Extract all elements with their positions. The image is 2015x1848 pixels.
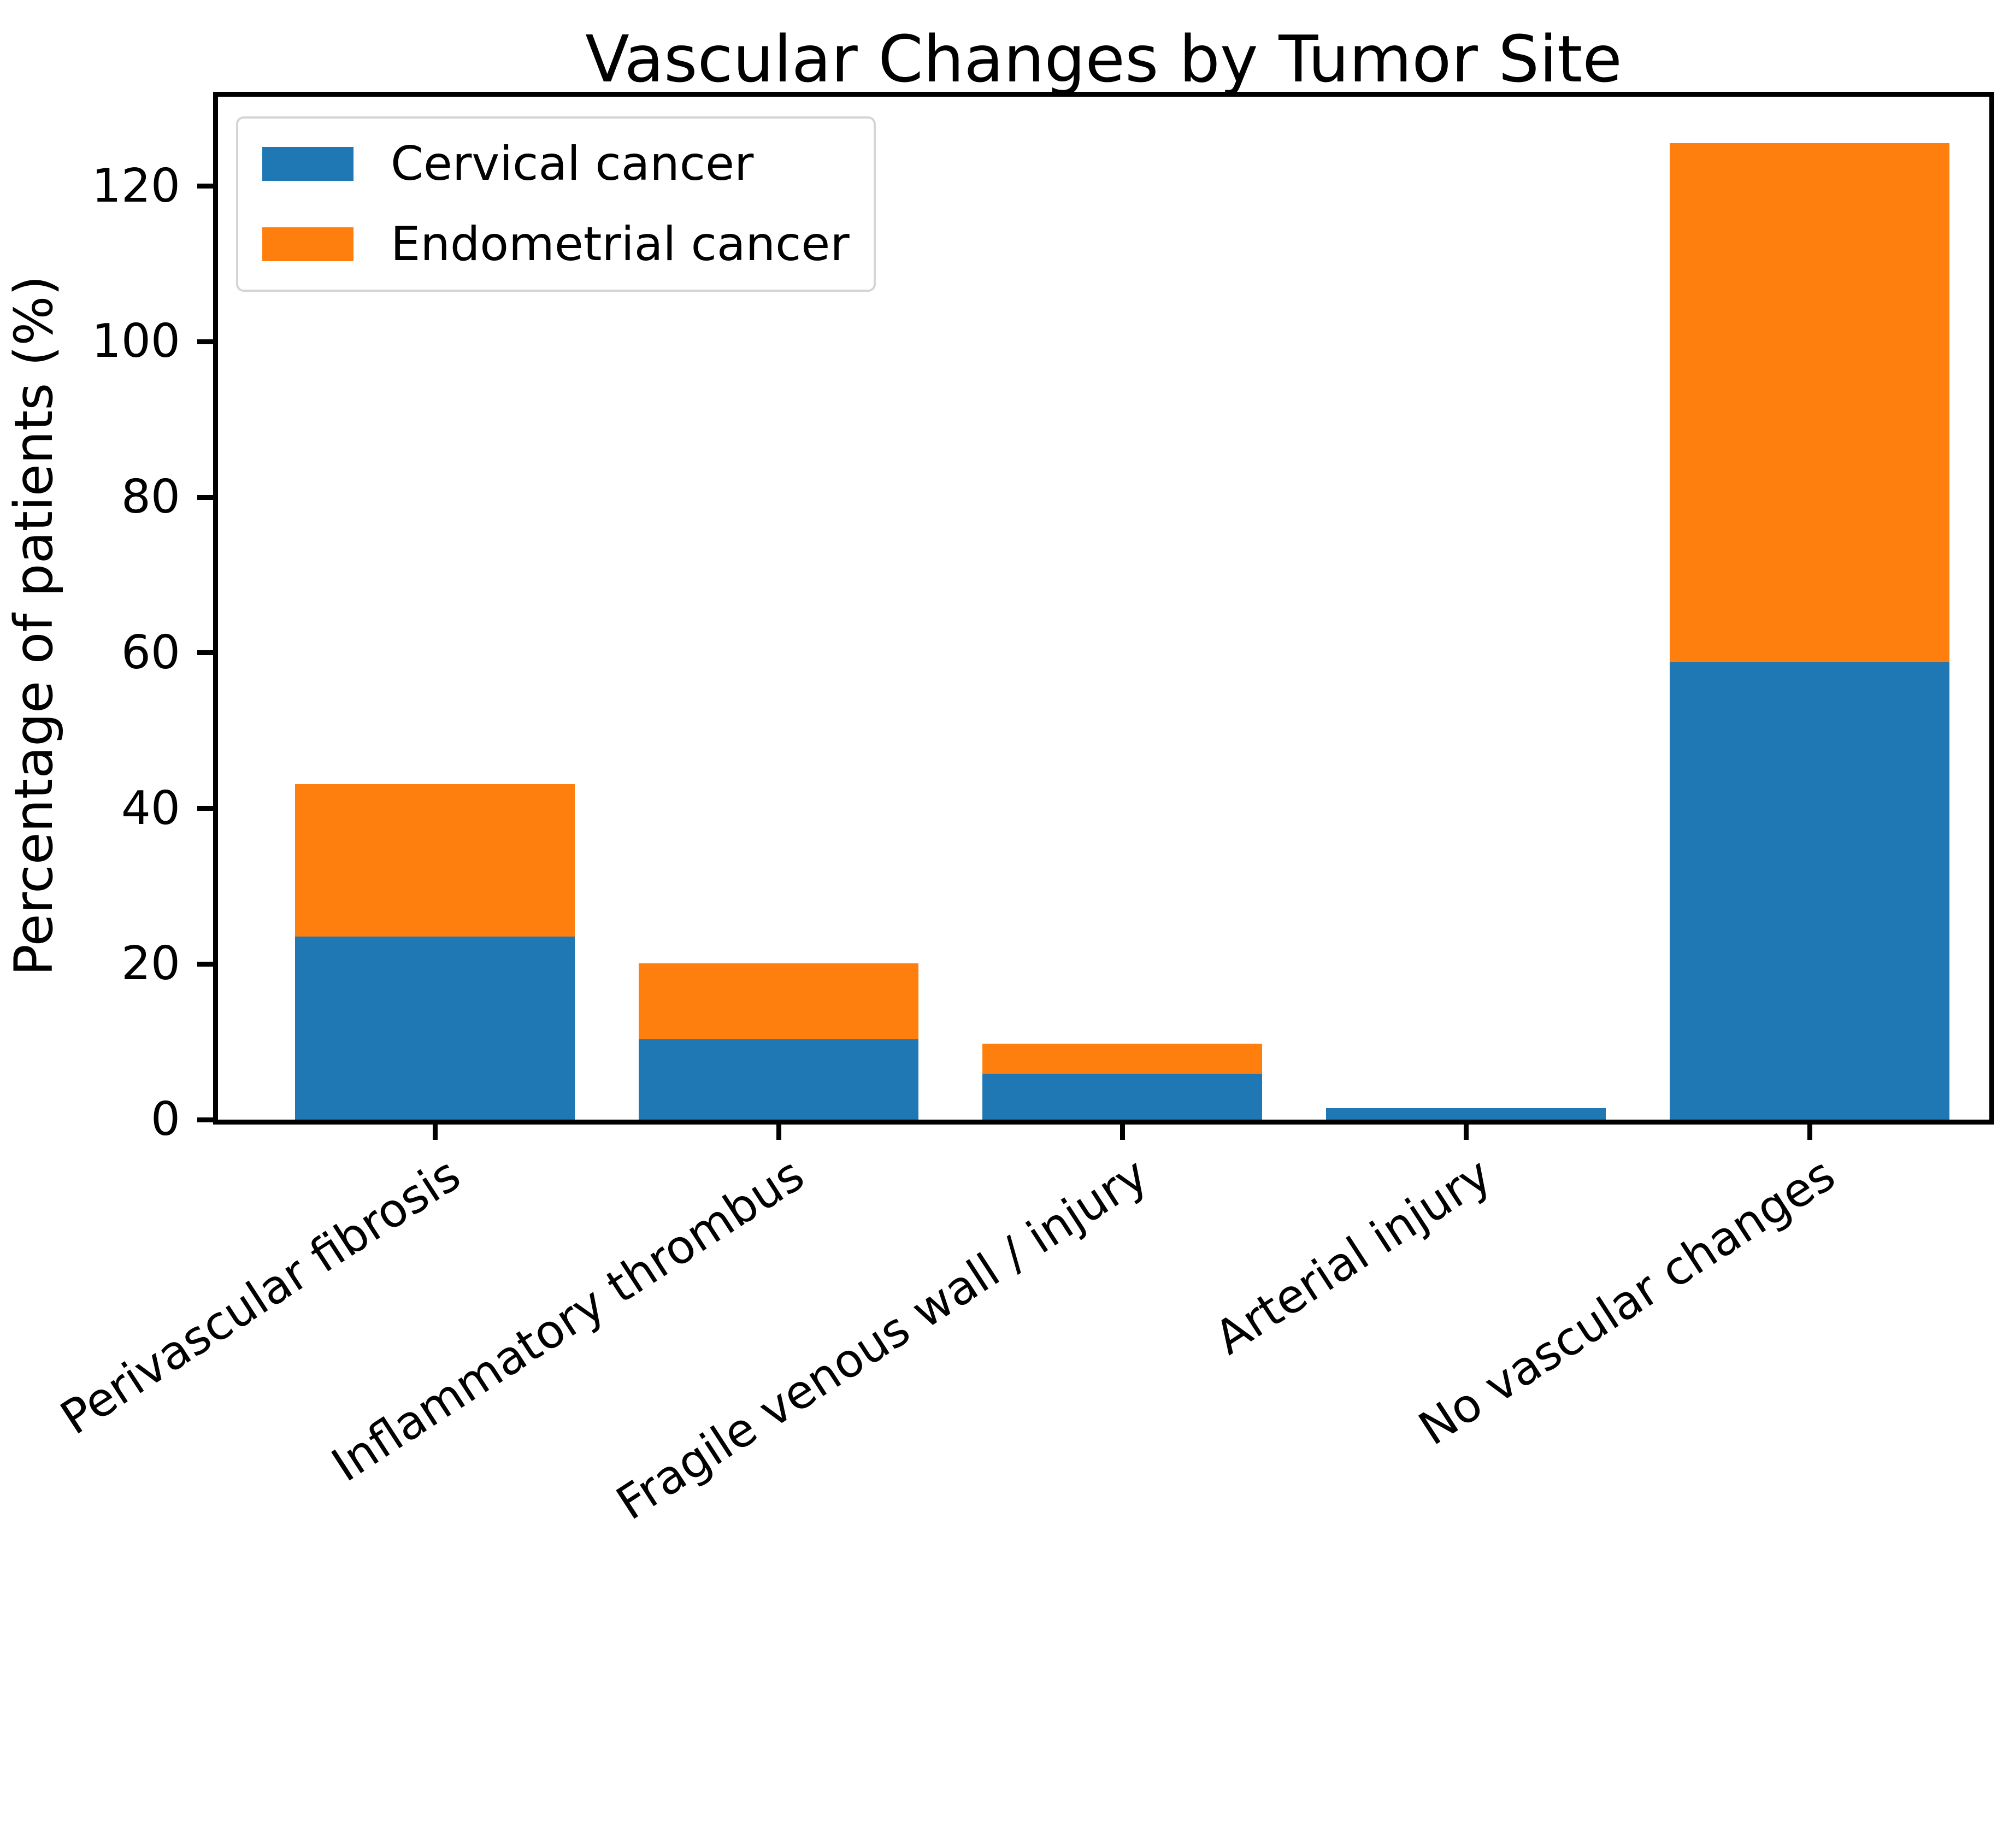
legend-swatch-endometrial-cancer [262, 227, 353, 261]
x-tick-label: Inflammatory thrombus [322, 1147, 814, 1493]
bar-segment-cervical-cancer [639, 1039, 918, 1120]
y-tick-mark [197, 495, 213, 500]
legend-label: Endometrial cancer [391, 216, 850, 272]
legend: Cervical cancer Endometrial cancer [236, 116, 876, 292]
y-tick-mark [197, 806, 213, 811]
figure: Vascular Changes by Tumor Site Percentag… [3, 21, 1994, 1531]
y-tick-label: 80 [121, 470, 180, 525]
y-tick-mark [197, 339, 213, 344]
x-tick-mark [1120, 1125, 1125, 1140]
x-tick-mark [1807, 1125, 1812, 1140]
y-tick-label: 120 [91, 158, 180, 213]
legend-label: Cervical cancer [391, 137, 754, 191]
bar-segment-cervical-cancer [295, 937, 575, 1120]
plot-area: Cervical cancer Endometrial cancer [213, 92, 1994, 1125]
y-tick-label: 0 [150, 1092, 180, 1146]
y-tick-mark [197, 184, 213, 189]
bar-segment-endometrial-cancer [1670, 143, 1949, 662]
chart-title: Vascular Changes by Tumor Site [585, 21, 1622, 97]
x-tick-mark [776, 1125, 781, 1140]
bar-segment-cervical-cancer [1326, 1108, 1606, 1120]
y-tick-label: 60 [121, 625, 180, 680]
y-tick-label: 100 [91, 314, 180, 369]
legend-item: Cervical cancer [262, 138, 850, 190]
y-tick-label: 20 [121, 937, 180, 991]
y-axis-label: Percentage of patients (%) [3, 275, 64, 976]
bar-segment-endometrial-cancer [295, 784, 575, 937]
y-tick-mark [197, 650, 213, 656]
legend-item: Endometrial cancer [262, 216, 850, 272]
bar-segment-cervical-cancer [1670, 662, 1949, 1120]
x-tick-mark [432, 1125, 438, 1140]
x-tick-mark [1463, 1125, 1469, 1140]
legend-swatch-cervical-cancer [262, 147, 353, 181]
bar-segment-cervical-cancer [982, 1074, 1262, 1120]
y-tick-label: 40 [121, 781, 180, 835]
bar-segment-endometrial-cancer [982, 1043, 1262, 1074]
y-tick-mark [197, 1117, 213, 1122]
y-tick-mark [197, 961, 213, 967]
bar-segment-endometrial-cancer [639, 963, 918, 1040]
